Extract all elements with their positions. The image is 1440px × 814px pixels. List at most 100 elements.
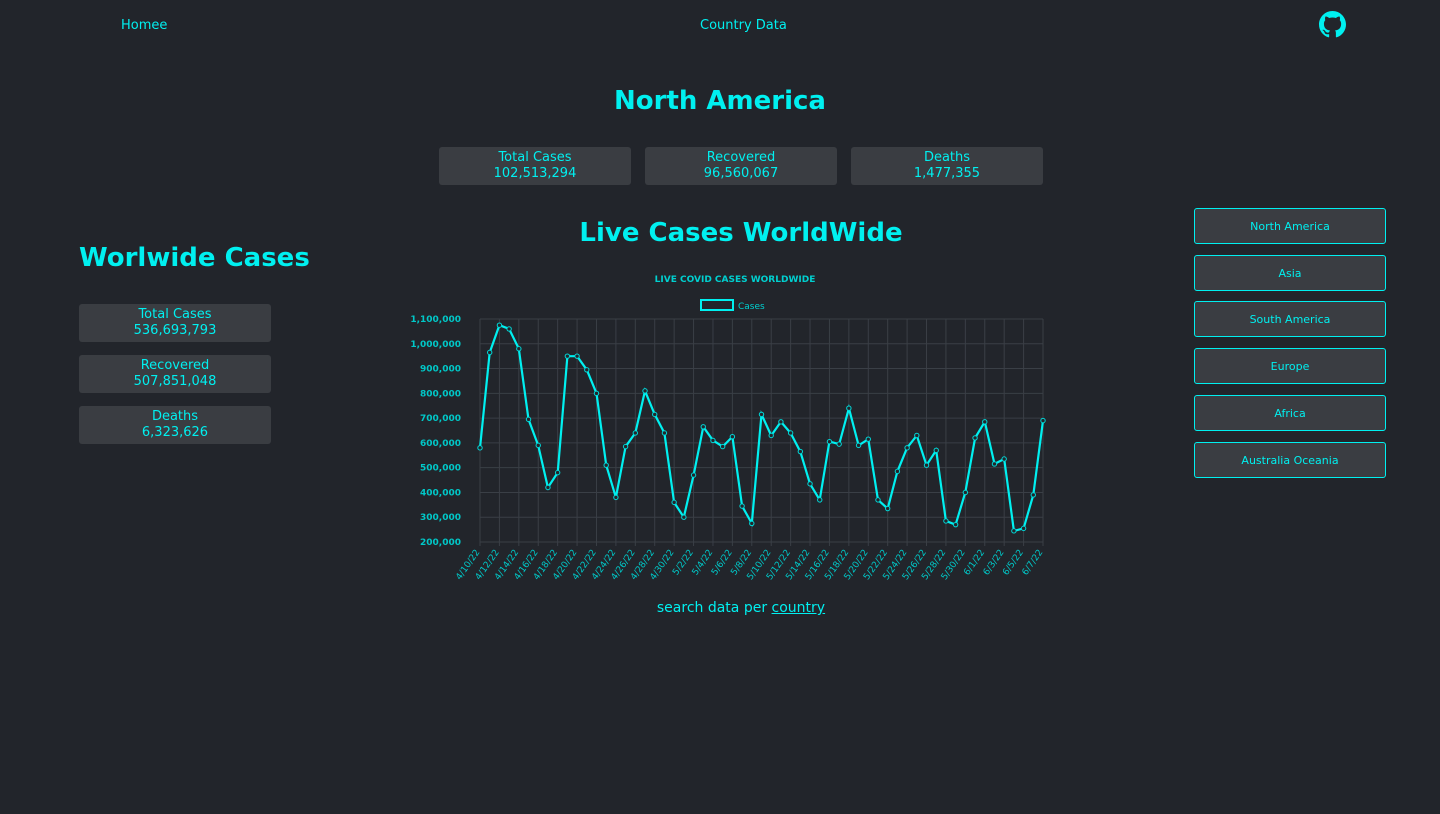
region-total-cases-card: Total Cases 102,513,294 [439, 147, 631, 185]
data-point [923, 462, 930, 468]
region-button-africa[interactable]: Africa [1194, 395, 1386, 431]
data-point [671, 499, 677, 506]
chart-heading: Live Cases WorldWide [579, 218, 903, 248]
data-point [642, 388, 648, 394]
y-tick-label: 1,100,000 [410, 315, 461, 325]
region-button-europe[interactable]: Europe [1194, 348, 1386, 384]
data-point [477, 445, 483, 451]
data-point [496, 322, 503, 328]
stat-value: 536,693,793 [133, 323, 217, 338]
y-tick-label: 1,000,000 [410, 340, 461, 350]
data-point [778, 419, 784, 425]
nav-home-link[interactable]: Homee [121, 18, 168, 33]
legend-label: Cases [738, 302, 765, 312]
data-point [768, 432, 774, 439]
stat-label: Total Cases [138, 307, 212, 322]
data-point [904, 445, 910, 451]
cases-data-points [477, 322, 1046, 534]
data-point [603, 462, 609, 468]
stat-value: 507,851,048 [133, 374, 217, 389]
data-point [1030, 492, 1036, 498]
region-deaths-card: Deaths 1,477,355 [851, 147, 1043, 185]
y-tick-label: 600,000 [420, 439, 461, 449]
data-point [826, 438, 833, 445]
cases-line-chart: LIVE COVID CASES WORLDWIDE Cases 1,100,0… [410, 275, 1046, 582]
y-tick-label: 900,000 [420, 365, 461, 375]
stat-value: 1,477,355 [913, 166, 981, 181]
data-point [681, 514, 687, 520]
region-button-asia[interactable]: Asia [1194, 255, 1386, 291]
data-point [962, 489, 969, 496]
worldwide-total-cases-card: Total Cases 536,693,793 [79, 304, 271, 342]
worldwide-title: Worlwide Cases [79, 243, 310, 273]
region-button-australia-oceania[interactable]: Australia Oceania [1194, 442, 1386, 478]
data-point [855, 442, 862, 449]
data-point [554, 469, 561, 476]
data-point [972, 435, 978, 441]
stat-label: Deaths [923, 150, 971, 165]
country-search-link[interactable]: country [771, 600, 826, 616]
stat-value: 96,560,067 [703, 166, 779, 181]
data-point [719, 443, 726, 450]
data-point [690, 472, 697, 478]
data-point [933, 447, 939, 454]
data-point [1001, 456, 1007, 462]
data-point [700, 424, 706, 430]
region-button-south-america[interactable]: South America [1194, 301, 1386, 337]
search-prefix: search data per [656, 600, 772, 616]
data-point [865, 436, 871, 442]
data-point [632, 430, 639, 436]
data-point [535, 442, 541, 449]
data-point [652, 411, 658, 418]
data-point [982, 419, 988, 425]
data-point [487, 349, 493, 356]
data-point [1011, 528, 1017, 534]
x-tick-label: 6/7/22 [1021, 548, 1046, 577]
data-point [797, 448, 804, 455]
data-point [622, 443, 629, 450]
chart-title: LIVE COVID CASES WORLDWIDE [655, 275, 816, 285]
region-button-north-america[interactable]: North America [1194, 208, 1386, 244]
region-title: North America [614, 86, 826, 116]
data-point [729, 433, 736, 440]
github-icon[interactable] [1319, 11, 1346, 38]
data-point [943, 518, 949, 524]
stat-label: Recovered [706, 150, 776, 165]
data-point [807, 481, 813, 487]
stat-label: Deaths [151, 409, 199, 424]
data-point [613, 494, 619, 501]
data-point [884, 505, 891, 512]
data-point [1040, 417, 1046, 424]
data-point [574, 353, 580, 359]
data-point [506, 326, 512, 332]
stat-label: Total Cases [498, 150, 572, 165]
data-point [875, 497, 881, 503]
data-point [817, 497, 823, 503]
stat-label: Recovered [140, 358, 210, 373]
data-point [564, 353, 571, 359]
data-point [914, 432, 920, 439]
y-axis-labels: 1,100,000 1,000,000 900,000 800,000 700,000 6… [410, 315, 461, 548]
stat-value: 6,323,626 [141, 425, 209, 440]
y-tick-label: 200,000 [420, 538, 461, 548]
y-tick-label: 300,000 [420, 513, 461, 523]
data-point [545, 484, 551, 491]
nav-country-data-link[interactable]: Country Data [700, 18, 787, 33]
y-tick-label: 800,000 [420, 389, 461, 399]
data-point [787, 430, 794, 436]
y-tick-label: 700,000 [420, 414, 461, 424]
cases-series-line [478, 323, 1045, 533]
worldwide-deaths-card: Deaths 6,323,626 [79, 406, 271, 444]
data-point [991, 461, 998, 467]
data-point [739, 503, 745, 509]
data-point [710, 437, 716, 444]
data-point [584, 367, 590, 373]
data-point [894, 468, 901, 475]
data-point [593, 390, 600, 397]
y-tick-label: 400,000 [420, 488, 461, 498]
data-point [525, 416, 532, 423]
data-point [661, 430, 668, 436]
data-point [836, 441, 842, 447]
stat-value: 102,513,294 [493, 166, 577, 181]
worldwide-recovered-card: Recovered 507,851,048 [79, 355, 271, 393]
